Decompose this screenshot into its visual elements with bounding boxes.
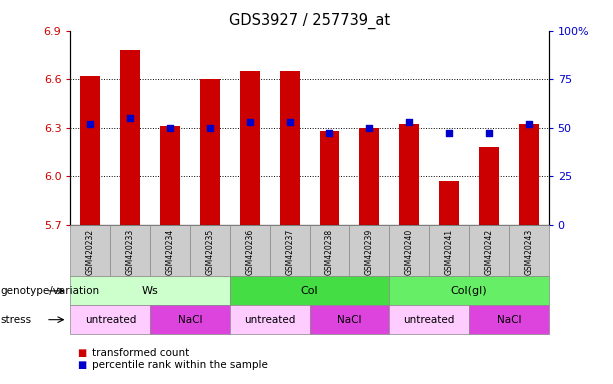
Point: [405, 119, 414, 125]
Bar: [359, 128, 379, 225]
Text: untreated: untreated: [403, 314, 455, 325]
Text: Ws: Ws: [142, 286, 159, 296]
Bar: [319, 131, 340, 225]
Text: GSM420232: GSM420232: [86, 228, 95, 275]
Text: NaCl: NaCl: [337, 314, 362, 325]
Text: GSM420241: GSM420241: [444, 228, 454, 275]
Text: GSM420240: GSM420240: [405, 228, 414, 275]
Point: [524, 121, 533, 127]
Title: GDS3927 / 257739_at: GDS3927 / 257739_at: [229, 13, 390, 29]
Text: NaCl: NaCl: [178, 314, 202, 325]
Text: GSM420233: GSM420233: [126, 228, 135, 275]
Bar: [120, 50, 140, 225]
Text: percentile rank within the sample: percentile rank within the sample: [92, 360, 268, 370]
Text: ■: ■: [77, 360, 86, 370]
Text: genotype/variation: genotype/variation: [0, 286, 99, 296]
Bar: [399, 124, 419, 225]
Text: NaCl: NaCl: [497, 314, 521, 325]
Text: untreated: untreated: [244, 314, 295, 325]
Text: untreated: untreated: [85, 314, 136, 325]
Bar: [280, 71, 300, 225]
Point: [86, 121, 96, 127]
Bar: [240, 71, 260, 225]
Text: transformed count: transformed count: [92, 348, 189, 358]
Point: [364, 124, 374, 131]
Text: ■: ■: [77, 348, 86, 358]
Bar: [200, 79, 220, 225]
Point: [325, 131, 335, 137]
Point: [444, 131, 454, 137]
Text: GSM420237: GSM420237: [285, 228, 294, 275]
Text: stress: stress: [0, 314, 31, 325]
Text: GSM420238: GSM420238: [325, 228, 334, 275]
Point: [166, 124, 175, 131]
Point: [125, 115, 135, 121]
Point: [484, 131, 494, 137]
Bar: [80, 76, 101, 225]
Bar: [479, 147, 499, 225]
Point: [245, 119, 255, 125]
Text: GSM420242: GSM420242: [484, 228, 493, 275]
Bar: [439, 181, 459, 225]
Point: [284, 119, 294, 125]
Text: GSM420234: GSM420234: [166, 228, 175, 275]
Text: Col(gl): Col(gl): [451, 286, 487, 296]
Text: GSM420243: GSM420243: [524, 228, 533, 275]
Text: GSM420236: GSM420236: [245, 228, 254, 275]
Text: Col: Col: [301, 286, 318, 296]
Text: GSM420239: GSM420239: [365, 228, 374, 275]
Text: GSM420235: GSM420235: [205, 228, 215, 275]
Bar: [519, 124, 539, 225]
Bar: [160, 126, 180, 225]
Point: [205, 124, 215, 131]
